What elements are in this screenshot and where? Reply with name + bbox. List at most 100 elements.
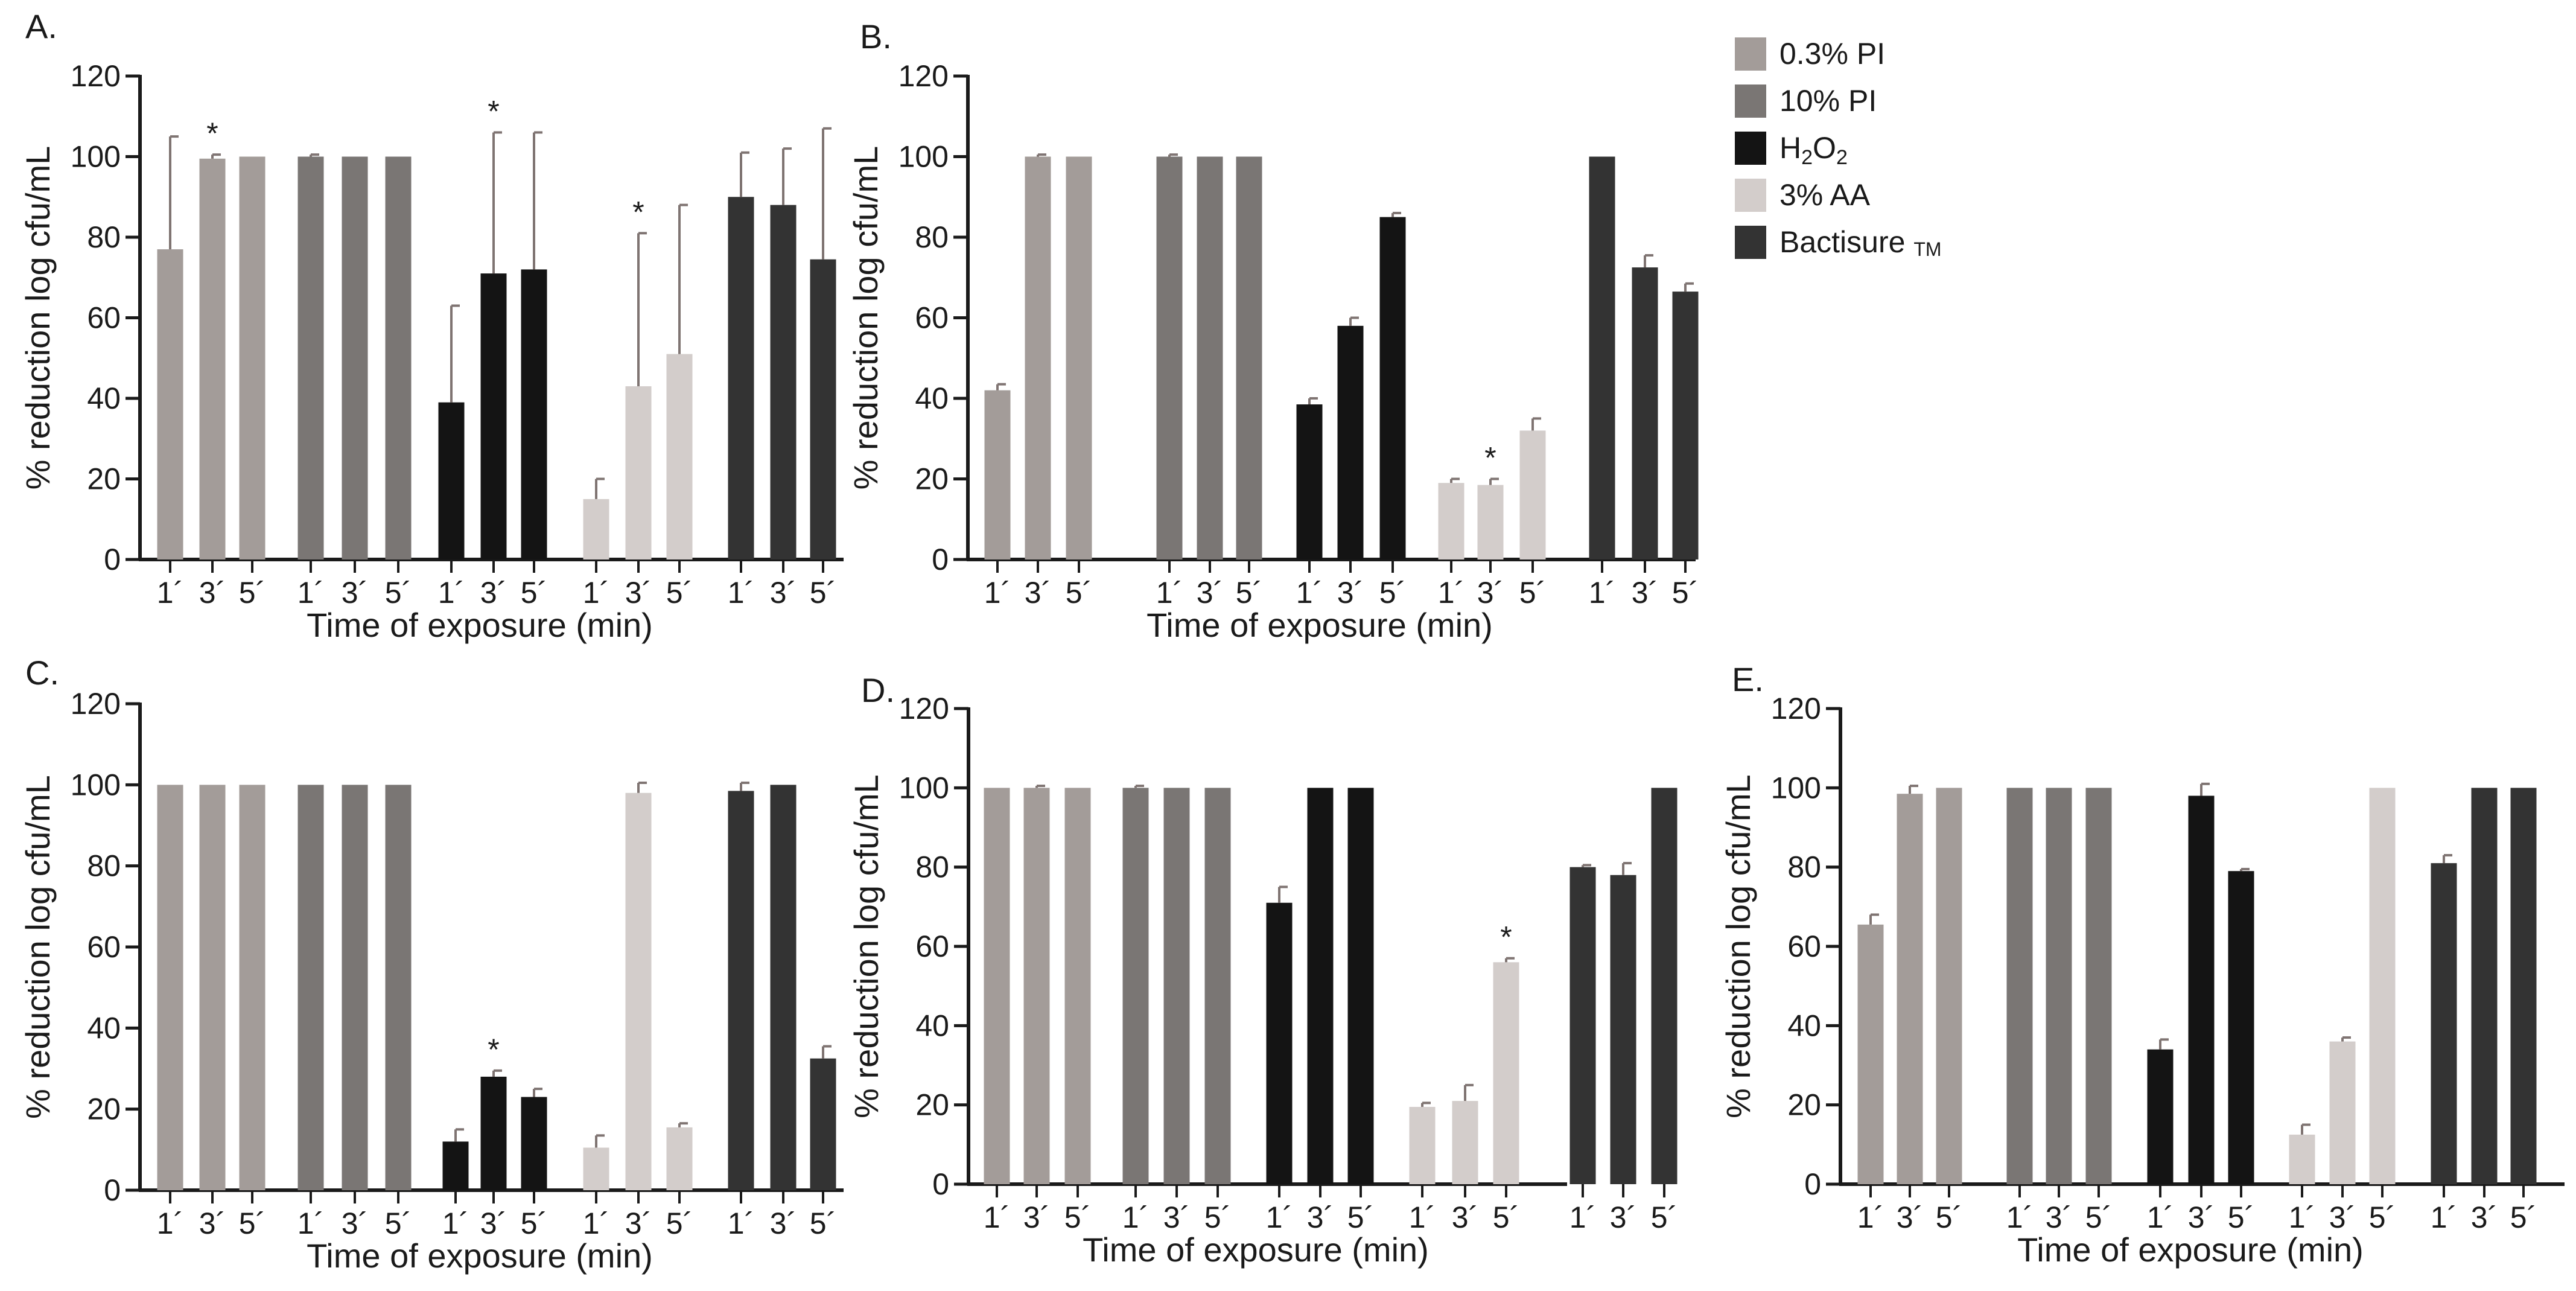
bar	[728, 197, 754, 559]
y-tick-label: 60	[915, 301, 949, 335]
x-tick-label: 1´	[728, 1207, 754, 1240]
x-tick-label: 1´	[1589, 576, 1615, 610]
bar	[521, 1097, 547, 1190]
bar	[2147, 1049, 2174, 1184]
bar	[625, 386, 652, 559]
x-tick-label: 5´	[810, 1207, 836, 1240]
legend-item: 0.3% PI	[1735, 37, 1885, 71]
bar	[2006, 788, 2033, 1184]
bar	[1236, 156, 1262, 559]
y-tick-label: 120	[1771, 692, 1821, 725]
bar	[1307, 788, 1334, 1184]
bar	[1347, 788, 1374, 1184]
x-tick-label: 5´	[385, 1207, 412, 1240]
x-tick-label: 3´	[2329, 1200, 2356, 1234]
x-tick-label: 5´	[1936, 1200, 1962, 1234]
x-tick-label: 5´	[1672, 576, 1699, 610]
x-tick-label: 5´	[521, 576, 547, 610]
y-tick-label: 20	[87, 1092, 121, 1126]
legend-item: 3% AA	[1735, 178, 1871, 212]
x-tick-label: 3´	[770, 1207, 797, 1240]
x-axis-title: Time of exposure (min)	[1146, 606, 1493, 644]
bar	[666, 1127, 693, 1190]
bar	[385, 785, 412, 1190]
bar	[728, 791, 754, 1190]
bar	[583, 499, 609, 559]
bar	[1064, 788, 1091, 1184]
x-tick-label: 5´	[1379, 576, 1406, 610]
y-axis-title: % reduction log cfu/mL	[19, 146, 57, 490]
bar	[2329, 1041, 2356, 1184]
x-tick-label: 1´	[984, 1200, 1010, 1234]
x-tick-label: 1´	[728, 576, 754, 610]
legend-label: 0.3% PI	[1779, 37, 1885, 71]
bar	[385, 156, 412, 559]
x-tick-label: 3´	[1163, 1200, 1190, 1234]
x-tick-label: 5´	[1519, 576, 1546, 610]
x-tick-label: 5´	[1064, 1200, 1091, 1234]
bar	[2046, 788, 2072, 1184]
y-tick-label: 0	[104, 1173, 121, 1207]
y-tick-label: 20	[915, 462, 949, 496]
bar	[2431, 863, 2457, 1184]
bar	[1296, 404, 1323, 559]
bar	[810, 259, 836, 559]
y-tick-label: 60	[87, 301, 121, 335]
y-tick-label: 120	[71, 59, 121, 93]
bar	[1493, 962, 1519, 1184]
x-tick-label: 5´	[1236, 576, 1262, 610]
panel-label: C.	[25, 654, 59, 692]
bar	[521, 269, 547, 559]
x-tick-label: 1´	[438, 576, 465, 610]
x-tick-label: 3´	[1610, 1200, 1636, 1234]
bar	[1156, 156, 1183, 559]
bar	[770, 785, 797, 1190]
x-tick-label: 5´	[1204, 1200, 1231, 1234]
x-tick-label: 5´	[2510, 1200, 2537, 1234]
x-tick-label: 1´	[2431, 1200, 2457, 1234]
bar	[1569, 867, 1596, 1184]
x-tick-label: 3´	[342, 576, 368, 610]
legend-label: 10% PI	[1779, 84, 1877, 118]
bar	[239, 156, 266, 559]
x-tick-label: 3´	[1897, 1200, 1923, 1234]
x-tick-label: 3´	[480, 1207, 507, 1240]
x-tick-label: 5´	[2085, 1200, 2112, 1234]
bar	[625, 792, 652, 1190]
legend-item: 10% PI	[1735, 84, 1877, 118]
y-tick-label: 40	[87, 381, 121, 415]
x-tick-label: 5´	[1493, 1200, 1519, 1234]
x-tick-label: 3´	[1477, 576, 1504, 610]
legend-item: Bactisure TM	[1735, 225, 1942, 260]
x-tick-label: 5´	[2369, 1200, 2396, 1234]
y-tick-label: 40	[1787, 1009, 1821, 1042]
y-tick-label: 40	[915, 381, 949, 415]
x-tick-label: 1´	[1569, 1200, 1596, 1234]
x-tick-label: 1´	[984, 576, 1011, 610]
bar	[1379, 217, 1406, 559]
bar	[342, 156, 368, 559]
legend-label: Bactisure TM	[1779, 225, 1942, 260]
bar	[2471, 788, 2498, 1184]
legend-swatch	[1735, 179, 1766, 212]
bar	[2369, 788, 2396, 1184]
significance-star: *	[1484, 441, 1496, 475]
y-tick-label: 20	[1787, 1088, 1821, 1122]
x-tick-label: 3´	[1632, 576, 1658, 610]
y-tick-label: 100	[71, 140, 121, 174]
x-tick-label: 3´	[1023, 1200, 1050, 1234]
bar	[1936, 788, 1962, 1184]
bar	[2289, 1134, 2315, 1184]
x-tick-label: 3´	[625, 576, 652, 610]
x-tick-label: 1´	[1122, 1200, 1149, 1234]
chart-panel-b: B. 0 20 40 60 80 100 120 % reduction log cfu/mL 1…	[847, 18, 1699, 644]
x-tick-label: 1´	[2289, 1200, 2315, 1234]
bar	[1337, 325, 1364, 559]
bar	[1672, 292, 1699, 559]
bar	[770, 205, 797, 560]
x-axis-title: Time of exposure (min)	[2017, 1231, 2364, 1269]
x-tick-label: 1´	[1296, 576, 1323, 610]
y-tick-label: 60	[1787, 929, 1821, 963]
bar	[1066, 156, 1092, 559]
